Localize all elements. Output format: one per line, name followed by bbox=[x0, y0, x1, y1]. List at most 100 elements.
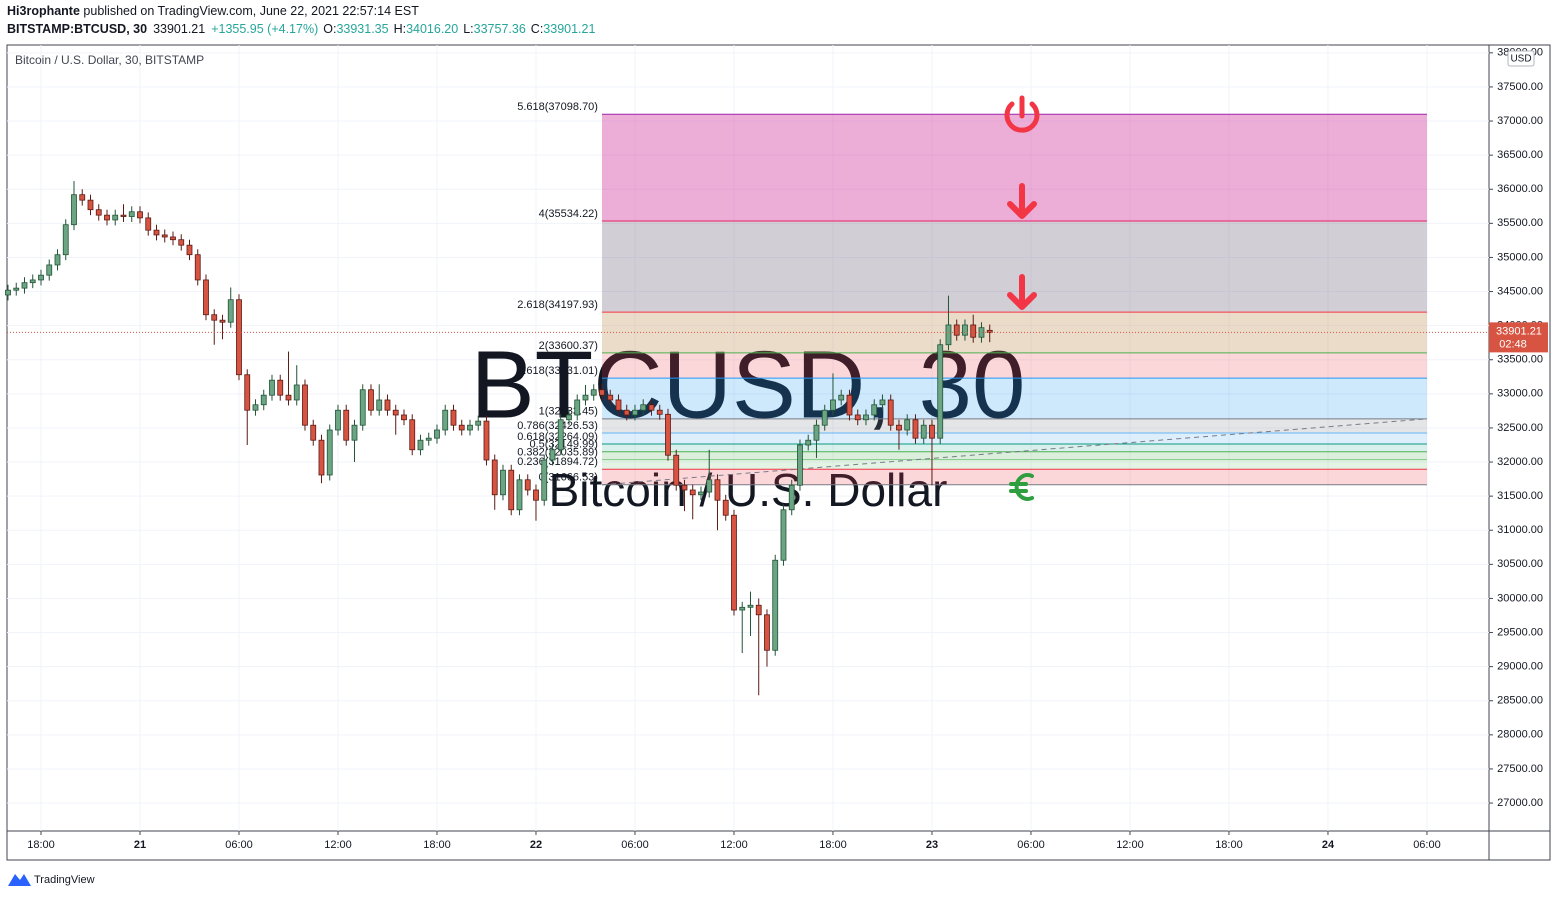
x-tick-label: 22 bbox=[530, 839, 542, 851]
fib-label: 0.382(32035.89) bbox=[517, 446, 598, 458]
candle-body bbox=[260, 394, 267, 406]
fib-label: 0(31666.53) bbox=[539, 472, 598, 484]
candle-body bbox=[326, 429, 333, 476]
power-icon bbox=[1004, 101, 1040, 133]
change: +1355.95 (+4.17%) bbox=[211, 22, 318, 36]
candle-body bbox=[508, 469, 515, 511]
candle-body bbox=[788, 484, 795, 511]
candle-body bbox=[38, 274, 44, 281]
fib-label: 5.618(37098.70) bbox=[517, 101, 598, 113]
symbol: BITSTAMP:BTCUSD, 30 bbox=[7, 22, 147, 36]
candle-body bbox=[137, 211, 143, 219]
candle-body bbox=[698, 491, 704, 496]
x-tick-label: 21 bbox=[134, 839, 146, 851]
candle-body bbox=[566, 414, 572, 421]
candle-body bbox=[409, 419, 416, 451]
ohlc-label: H: bbox=[394, 22, 407, 36]
y-tick-label: 37500.00 bbox=[1497, 81, 1543, 93]
candle-body bbox=[615, 399, 622, 411]
candle-body bbox=[962, 324, 968, 336]
candle-body bbox=[318, 439, 325, 476]
candle-body bbox=[211, 314, 218, 321]
euro-icon bbox=[1009, 473, 1034, 501]
candle-body bbox=[186, 244, 193, 256]
header-line: Hi3rophante published on TradingView.com… bbox=[7, 4, 419, 18]
fib-label: 0.236(31894.72) bbox=[517, 456, 598, 468]
x-tick-label: 18:00 bbox=[1215, 839, 1243, 851]
x-tick-label: 18:00 bbox=[423, 839, 451, 851]
fib-trend bbox=[601, 418, 1428, 486]
y-tick-label: 33000.00 bbox=[1497, 388, 1543, 400]
candle-body bbox=[574, 399, 581, 416]
fib-band bbox=[601, 451, 1427, 460]
currency-badge bbox=[1507, 50, 1535, 67]
candle-body bbox=[170, 236, 176, 241]
y-tick-label: 28500.00 bbox=[1497, 695, 1543, 707]
candle-body bbox=[21, 282, 28, 289]
y-tick-label: 30000.00 bbox=[1497, 592, 1543, 604]
candle-body bbox=[854, 414, 861, 421]
candle-body bbox=[335, 409, 341, 431]
y-tick-label: 34500.00 bbox=[1497, 285, 1543, 297]
candle-body bbox=[953, 324, 960, 336]
ohlc-label: L: bbox=[463, 22, 473, 36]
ohlc-value: 33901.21 bbox=[543, 22, 595, 36]
candle-body bbox=[128, 211, 135, 217]
y-tick-label: 31000.00 bbox=[1497, 524, 1543, 536]
candle-body bbox=[285, 394, 292, 401]
candle-body bbox=[863, 414, 869, 421]
candle-body bbox=[722, 499, 729, 516]
candle-body bbox=[896, 424, 902, 431]
candle-body bbox=[978, 327, 985, 338]
candle-body bbox=[541, 459, 548, 501]
candle-body bbox=[112, 214, 119, 221]
candle-body bbox=[912, 419, 919, 439]
fib-label: 0.5(32149.99) bbox=[529, 439, 598, 451]
x-tick-label: 24 bbox=[1322, 839, 1335, 851]
candle-body bbox=[739, 606, 746, 611]
candle-body bbox=[153, 229, 160, 236]
candle-body bbox=[648, 404, 655, 411]
y-tick-label: 30500.00 bbox=[1497, 558, 1543, 570]
candle-body bbox=[475, 420, 482, 426]
pane-border bbox=[6, 44, 1551, 861]
y-tick-label: 36000.00 bbox=[1497, 183, 1543, 195]
candle-body bbox=[392, 409, 399, 416]
candle-body bbox=[632, 409, 638, 416]
fib-band bbox=[601, 352, 1427, 379]
candle-body bbox=[87, 199, 94, 211]
candle-body bbox=[582, 394, 589, 401]
candle-body bbox=[607, 394, 614, 401]
candle-body bbox=[714, 479, 721, 501]
symbol-line: BITSTAMP:BTCUSD, 30 33901.21 +1355.95 (+4.… bbox=[7, 22, 595, 36]
candle-body bbox=[681, 484, 688, 491]
candle-body bbox=[830, 399, 836, 411]
candle-body bbox=[442, 409, 449, 431]
y-tick-label: 35500.00 bbox=[1497, 217, 1543, 229]
candle-body bbox=[970, 324, 977, 338]
candle-body bbox=[95, 209, 102, 216]
candle-body bbox=[54, 254, 61, 266]
x-tick-label: 23 bbox=[926, 839, 938, 851]
candle-body bbox=[227, 299, 234, 323]
candle-body bbox=[417, 439, 424, 451]
candle-body bbox=[401, 414, 407, 421]
candle-body bbox=[194, 254, 201, 281]
y-tick-label: 32000.00 bbox=[1497, 456, 1543, 468]
candle-body bbox=[937, 344, 944, 439]
candle-body bbox=[780, 509, 787, 561]
candle-body bbox=[277, 379, 284, 396]
candle-body bbox=[813, 424, 820, 441]
candle-body bbox=[71, 194, 77, 226]
fib-label: 2.618(34197.93) bbox=[517, 299, 598, 311]
icons bbox=[1004, 95, 1040, 501]
arrow-down bbox=[1007, 274, 1037, 310]
candle-body bbox=[549, 449, 556, 461]
candle-body bbox=[145, 217, 152, 231]
x-tick-label: 06:00 bbox=[1017, 839, 1045, 851]
candle-body bbox=[689, 489, 696, 496]
fib-band bbox=[601, 418, 1427, 433]
candle-body bbox=[557, 419, 564, 451]
candle-body bbox=[104, 214, 110, 221]
candle-body bbox=[483, 420, 490, 461]
